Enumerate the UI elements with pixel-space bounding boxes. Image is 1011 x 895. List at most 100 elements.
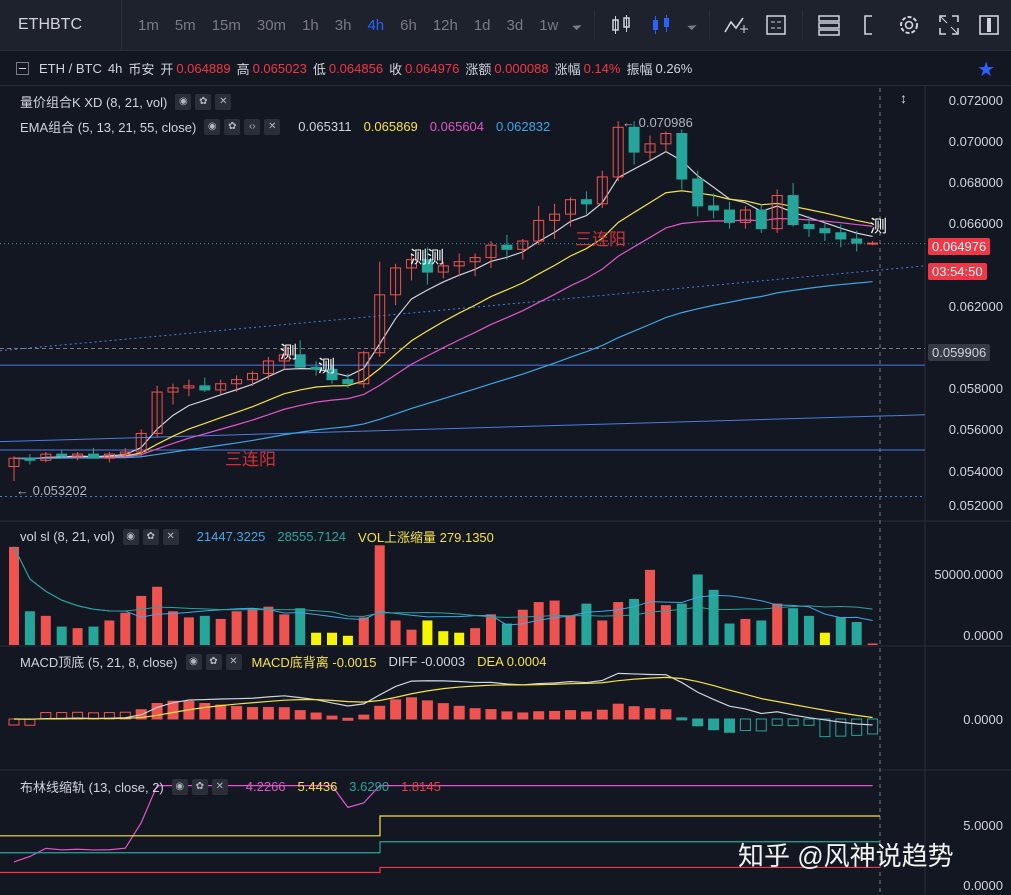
close-icon[interactable]: ✕ xyxy=(162,528,179,545)
volume-bar xyxy=(104,620,115,645)
candle-body xyxy=(342,379,354,385)
timeframe-3h[interactable]: 3h xyxy=(334,16,352,34)
candle-body xyxy=(24,457,36,461)
timeframe-4h[interactable]: 4h xyxy=(367,16,385,34)
hide-eye-icon[interactable]: ◉ xyxy=(171,778,188,795)
kxd-label: 量价组合K XD (8, 21, vol) xyxy=(20,95,168,110)
candle-body xyxy=(421,259,433,273)
star-icon[interactable]: ★ xyxy=(977,59,995,81)
three-yang-annotation: 三连阳 xyxy=(225,450,276,469)
layout-icon[interactable] xyxy=(816,12,842,38)
candle-body xyxy=(533,219,545,242)
boll-legend: 布林线缩轨 (13, close, 2) ◉ ✿ ✕ 4.2266 5.4436… xyxy=(20,777,441,796)
close-icon[interactable]: ✕ xyxy=(264,118,281,135)
change-value: 0.000088 xyxy=(494,60,549,76)
macd-histogram-bar xyxy=(421,700,433,720)
candle-body xyxy=(596,176,608,205)
bar-chart-icon[interactable] xyxy=(608,12,634,38)
settings-icon[interactable]: ✿ xyxy=(195,93,212,110)
close-icon[interactable]: ✕ xyxy=(225,653,242,670)
macd-axis-label: 0.0000 xyxy=(963,712,1003,727)
volume-bar xyxy=(565,615,576,645)
price-axis-label: 0.072000 xyxy=(948,93,1003,108)
boll-label: 布林线缩轨 (13, close, 2) xyxy=(20,780,164,795)
volume-bar xyxy=(199,615,210,645)
macd-histogram-bar xyxy=(676,717,688,721)
timeframe-1w[interactable]: 1w xyxy=(539,16,559,34)
candle-body xyxy=(755,209,767,230)
volume-bar xyxy=(40,615,51,645)
timeframe-1d[interactable]: 1d xyxy=(473,16,491,34)
candle-body xyxy=(676,133,688,180)
symbol-search[interactable]: ETHBTC xyxy=(0,0,122,50)
macd-histogram-bar xyxy=(596,709,608,720)
price-axis-label: 0.054000 xyxy=(948,464,1003,479)
macd-histogram-bar xyxy=(247,707,258,720)
macd-histogram-bar xyxy=(199,703,211,720)
code-icon[interactable]: ‹› xyxy=(244,118,261,135)
candle-body xyxy=(660,133,672,145)
macd-histogram-bar xyxy=(310,712,322,720)
hide-eye-icon[interactable]: ◉ xyxy=(175,93,192,110)
hide-eye-icon[interactable]: ◉ xyxy=(185,653,202,670)
macd-histogram-bar xyxy=(485,709,497,720)
scale-arrows-icon[interactable]: ↕ xyxy=(900,90,907,106)
volume-bar xyxy=(676,603,687,645)
settings-icon[interactable]: ✿ xyxy=(142,528,159,545)
volume-bar xyxy=(279,614,290,645)
panel-toggle-icon[interactable] xyxy=(976,12,1002,38)
candle-body xyxy=(612,126,624,178)
volume-bar xyxy=(327,632,337,645)
calculator-icon[interactable] xyxy=(763,12,789,38)
bracket-icon[interactable] xyxy=(856,12,882,38)
price-axis-label: 0.052000 xyxy=(948,498,1003,513)
candlestick-icon[interactable] xyxy=(648,12,674,38)
gear-icon[interactable] xyxy=(896,12,922,38)
timeframe-1m[interactable]: 1m xyxy=(138,16,159,34)
candle-body xyxy=(469,257,481,263)
price-axis-label: 0.056000 xyxy=(948,422,1003,437)
macd-histogram-bar xyxy=(612,703,624,720)
macd-dea-line xyxy=(13,676,873,720)
volume-bar xyxy=(835,617,846,645)
macd-histogram-bar xyxy=(755,718,767,732)
indicators-icon[interactable] xyxy=(723,12,749,38)
candle-body xyxy=(787,195,799,226)
macd-histogram-bar xyxy=(278,707,290,720)
timeframe-5m[interactable]: 5m xyxy=(174,16,196,34)
toolbar-divider xyxy=(594,10,596,40)
hide-eye-icon[interactable]: ◉ xyxy=(204,118,221,135)
timeframe-15m[interactable]: 15m xyxy=(211,16,241,34)
timeframe-1h[interactable]: 1h xyxy=(302,16,319,34)
volume-bar xyxy=(581,603,592,645)
candle-body xyxy=(406,259,417,269)
fullscreen-icon[interactable] xyxy=(936,12,962,38)
timeframe-6h[interactable]: 6h xyxy=(400,16,417,34)
close-icon[interactable]: ✕ xyxy=(215,93,232,110)
hide-eye-icon[interactable]: ◉ xyxy=(122,528,139,545)
collapse-icon[interactable] xyxy=(16,61,29,75)
close-value: 0.064976 xyxy=(405,60,460,76)
volume-bar xyxy=(390,620,401,645)
boll-axis-label: 5.0000 xyxy=(963,818,1003,833)
top-toolbar: ETHBTC 1m 5m 15m 30m 1h 3h 4h 6h 12h 1d 3d 1w xyxy=(0,0,1011,51)
settings-icon[interactable]: ✿ xyxy=(205,653,222,670)
volume-bar xyxy=(9,546,19,645)
timeframe-30m[interactable]: 30m xyxy=(256,16,287,34)
open-value: 0.064889 xyxy=(176,60,231,76)
timeframe-12h[interactable]: 12h xyxy=(432,16,458,34)
macd-diff-line xyxy=(13,672,873,726)
high-value: 0.065023 xyxy=(252,60,307,76)
ema-value-2: 0.065869 xyxy=(363,119,418,134)
volume-bar xyxy=(819,632,830,645)
volume-bar xyxy=(56,626,67,645)
macd-histogram-bar xyxy=(406,697,417,720)
settings-icon[interactable]: ✿ xyxy=(191,778,208,795)
macd-histogram-bar xyxy=(803,718,815,726)
timeframe-3d[interactable]: 3d xyxy=(506,16,524,34)
volume-bar xyxy=(358,617,369,645)
settings-icon[interactable]: ✿ xyxy=(224,118,241,135)
close-icon[interactable]: ✕ xyxy=(211,778,228,795)
candle-body xyxy=(119,451,131,455)
